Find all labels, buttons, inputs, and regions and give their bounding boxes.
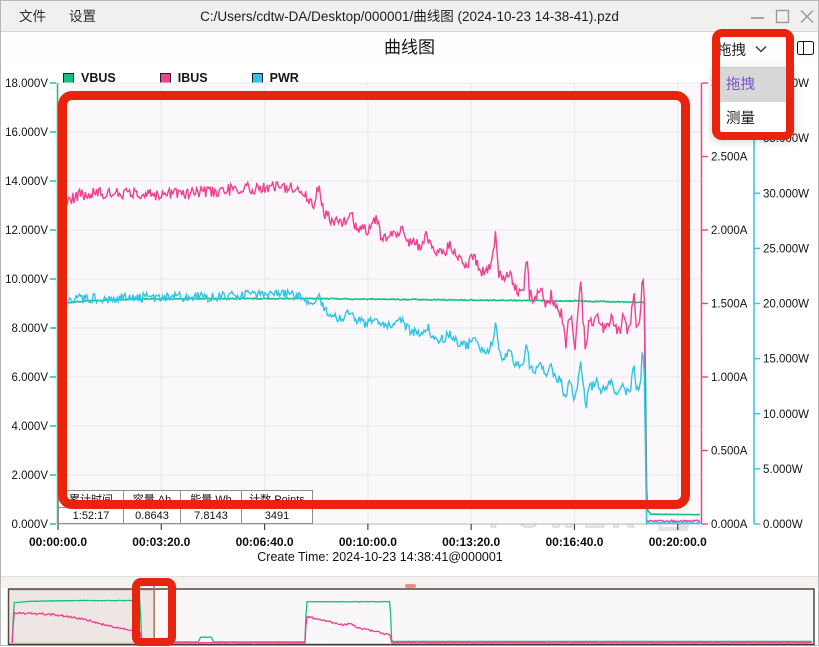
x-axis-label: 00:00:00.0 [29,535,87,549]
annotation-box-plot [58,91,690,509]
close-icon [800,10,814,23]
plot-area[interactable] [58,83,701,524]
menu-settings[interactable]: 设置 [69,9,96,24]
annotation-box-navigator [132,578,176,646]
split-view-icon[interactable] [797,41,814,55]
axis-V-label: 4.000V [12,421,49,433]
axis-V-label: 18.000V [5,78,48,90]
stats-value-2: 7.8143 [180,507,242,524]
menu-file[interactable]: 文件 [19,9,46,24]
mode-dropdown-value: 拖拽 [717,42,746,59]
axis-V-label: 14.000V [5,176,48,188]
maximize-button[interactable] [774,9,791,24]
axis-V-label: 8.000V [12,323,49,335]
axis-V-label: 2.000V [12,470,49,482]
mode-dropdown[interactable]: 拖拽 [717,37,767,61]
x-axis-label: 00:06:40.0 [236,535,294,549]
minimize-button[interactable] [749,9,766,24]
legend-label: PWR [269,71,299,85]
stats-value-0: 1:52:17 [58,507,124,524]
legend-label: IBUS [177,71,208,85]
x-axis-label: 00:10:00.0 [339,535,397,549]
navigator-scroll-dash[interactable] [405,584,416,588]
axis-V-label: 12.000V [5,225,48,237]
series-pwr [57,287,701,526]
axis-W-label: 25.000W [763,243,809,255]
axis-A-label: 1.000A [711,372,748,384]
mode-dropdown-menu: 拖拽测量 [713,67,793,137]
create-time-caption: Create Time: 2024-10-23 14:38:41@000001 [257,550,503,564]
axis-W-label: 15.000W [763,354,809,366]
navigator-box[interactable] [7,588,815,646]
axis-W-label: 0.000W [763,519,803,531]
axis-W-label: 10.000W [763,409,809,421]
x-axis-label: 00:13:20.0 [442,535,500,549]
axis-W-label: 30.000W [763,188,809,200]
axis-V-label: 0.000V [12,519,49,531]
stats-value-3: 3491 [241,507,313,524]
window-title-path: C:/Users/cdtw-DA/Desktop/000001/曲线图 (202… [200,9,619,24]
axis-A-label: 0.500A [711,446,748,458]
axis-W-label: 20.000W [763,299,809,311]
navigator-selection[interactable] [8,589,155,644]
legend-label: VBUS [81,71,116,85]
axis-V-label: 6.000V [12,372,49,384]
axis-W-label: 5.000W [763,464,803,476]
chevron-down-icon [755,45,767,53]
x-axis-label: 00:16:40.0 [545,535,603,549]
close-button[interactable] [799,9,816,24]
navigator-strip [1,576,818,588]
stats-value-1: 0.8643 [123,507,181,524]
legend-item-ibus[interactable]: IBUS [159,71,208,85]
stats-value-row: 1:52:17 0.8643 7.8143 3491 [58,507,313,524]
maximize-icon [775,9,790,24]
x-axis-label: 00:20:00.0 [649,535,707,549]
axis-V-label: 16.000V [5,127,48,139]
series-ibus [57,180,701,524]
axis-V-label: 10.000V [5,274,48,286]
page-title: 曲线图 [384,38,435,57]
menu-option-测量[interactable]: 测量 [726,111,755,127]
menu-option-拖拽[interactable]: 拖拽 [714,68,792,102]
axis-A-label: 2.000A [711,225,748,237]
annotation-box-dropdown [712,29,794,140]
x-axis-label: 00:03:20.0 [132,535,190,549]
chart-header: 曲线图 [1,32,818,63]
axis-A-label: 2.500A [711,152,748,164]
axis-A-label: 1.500A [711,299,748,311]
titlebar: 文件 设置 C:/Users/cdtw-DA/Desktop/000001/曲线… [1,1,818,32]
axis-A-label: 0.000A [711,519,748,531]
